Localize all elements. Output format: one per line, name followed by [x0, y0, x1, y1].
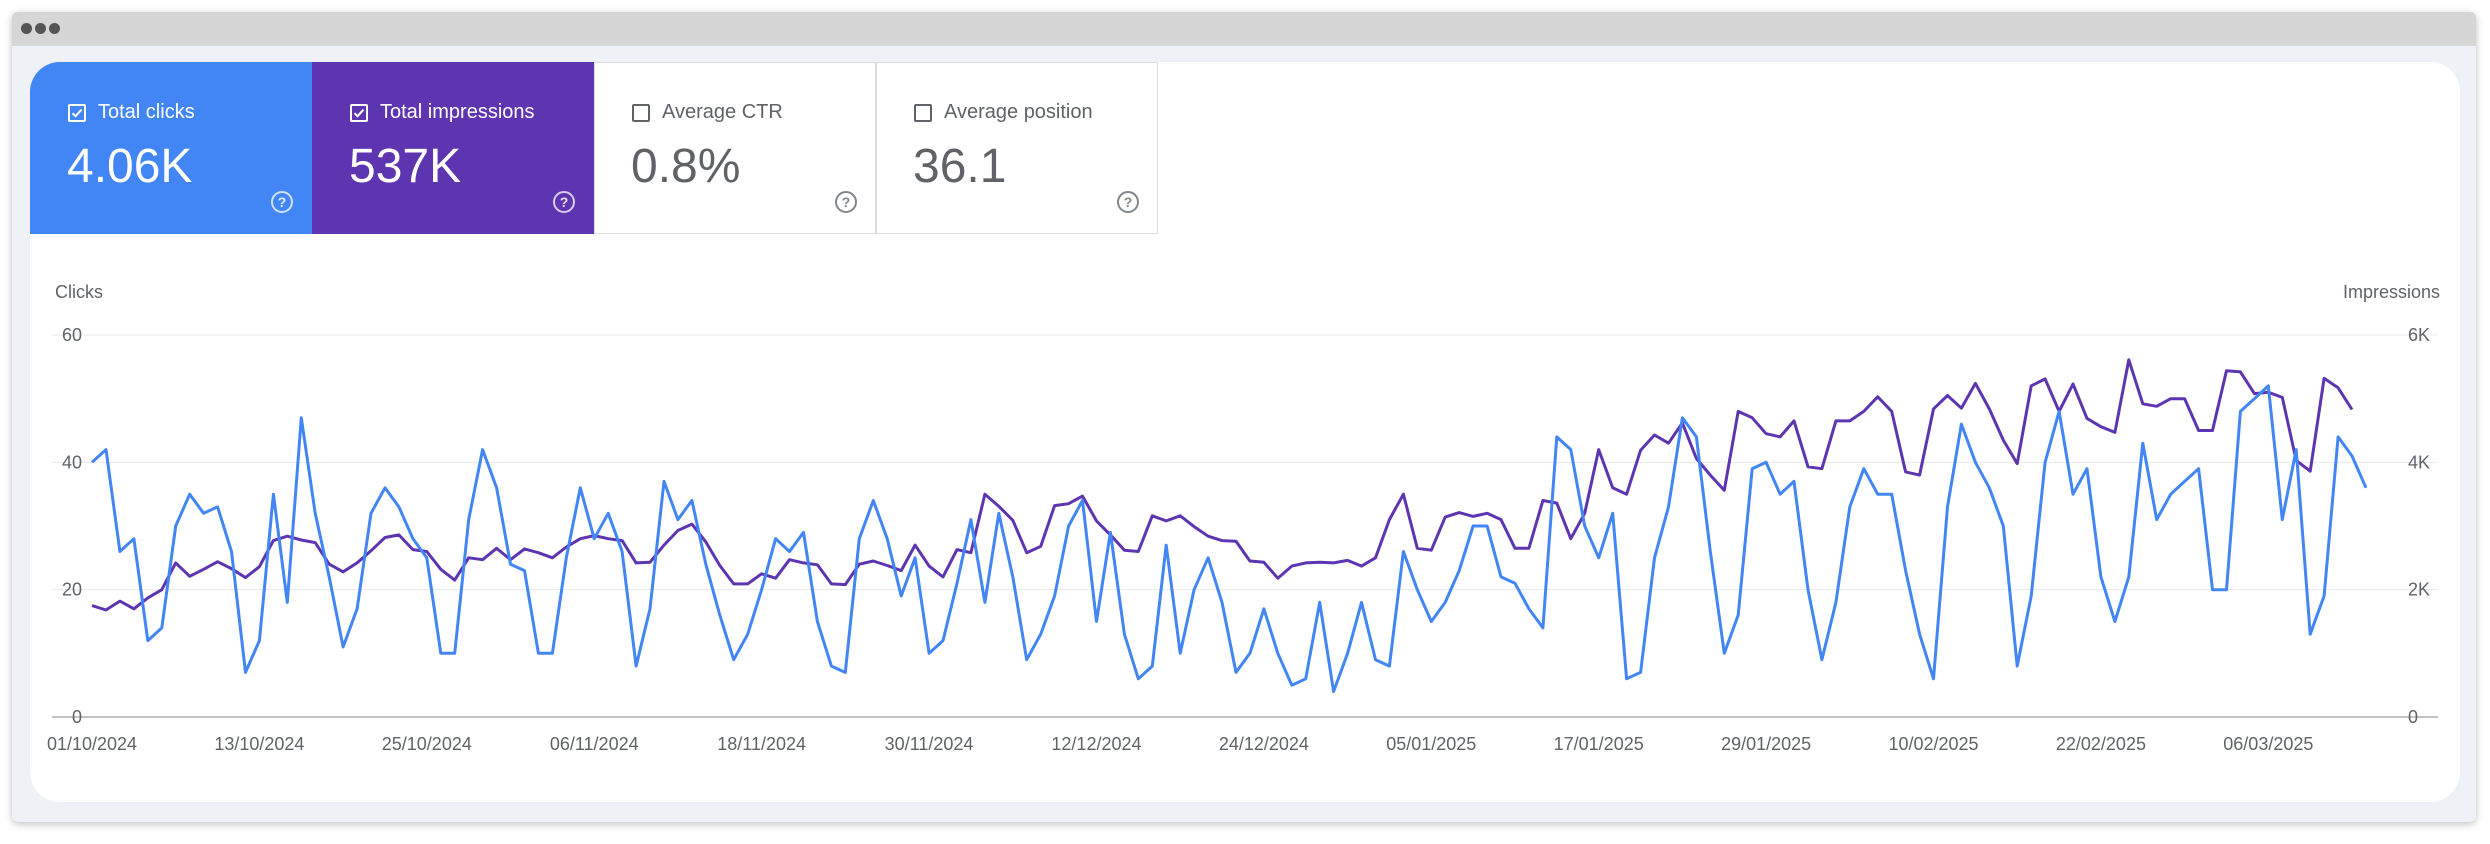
x-tick-label: 01/10/2024: [47, 734, 137, 754]
metric-value: 537K: [349, 140, 462, 193]
performance-card: Total clicks 4.06K ? Total impressions 5…: [30, 62, 2460, 802]
x-tick-label: 29/01/2025: [1721, 734, 1811, 754]
help-icon[interactable]: ?: [553, 191, 575, 213]
checkbox-unchecked-icon[interactable]: [632, 104, 650, 122]
metric-value: 36.1: [913, 140, 1007, 193]
metric-tile-average-ctr[interactable]: Average CTR 0.8% ?: [594, 62, 876, 234]
right-axis-title: Impressions: [2343, 282, 2440, 302]
metric-tile-total-impressions[interactable]: Total impressions 537K ?: [312, 62, 594, 234]
right-tick-label: 6K: [2408, 325, 2430, 345]
checkbox-checked-icon[interactable]: [350, 104, 368, 122]
x-tick-label: 18/11/2024: [717, 734, 806, 754]
series-line-total-clicks: [90, 384, 2368, 693]
x-tick-label: 13/10/2024: [214, 734, 304, 754]
x-tick-label: 05/01/2025: [1386, 734, 1476, 754]
window-dot-icon[interactable]: [49, 23, 60, 34]
series-line-total-impressions: [91, 358, 2354, 612]
metric-label: Total impressions: [380, 101, 535, 123]
help-icon[interactable]: ?: [835, 191, 857, 213]
performance-chart: Clicks Impressions 60 6K 40 4K 20 2K 0 0 01/10/2…: [47, 282, 2440, 754]
metric-value: 4.06K: [67, 140, 193, 193]
right-tick-label: 0: [2408, 707, 2418, 727]
x-tick-label: 06/11/2024: [550, 734, 639, 754]
x-tick-label: 30/11/2024: [885, 734, 974, 754]
window-dot-icon[interactable]: [35, 23, 46, 34]
left-axis-title: Clicks: [55, 282, 103, 302]
left-tick-label: 0: [72, 707, 82, 727]
left-tick-label: 40: [62, 452, 82, 472]
metric-label: Total clicks: [98, 101, 195, 123]
x-tick-label: 17/01/2025: [1554, 734, 1644, 754]
x-tick-label: 25/10/2024: [382, 734, 472, 754]
left-tick-label: 60: [62, 325, 82, 345]
checkbox-checked-icon[interactable]: [68, 104, 86, 122]
browser-window: Total clicks 4.06K ? Total impressions 5…: [12, 12, 2476, 822]
x-tick-label: 10/02/2025: [1888, 734, 1978, 754]
metric-label: Average position: [944, 101, 1093, 123]
help-icon[interactable]: ?: [1117, 191, 1139, 213]
x-tick-label: 22/02/2025: [2056, 734, 2146, 754]
window-titlebar: [12, 12, 2476, 46]
x-tick-label: 06/03/2025: [2223, 734, 2313, 754]
left-tick-label: 20: [62, 580, 82, 600]
metric-value: 0.8%: [631, 140, 741, 193]
metric-label: Average CTR: [662, 101, 783, 123]
right-tick-label: 2K: [2408, 580, 2430, 600]
x-tick-label: 12/12/2024: [1051, 734, 1141, 754]
x-tick-label: 24/12/2024: [1219, 734, 1309, 754]
metric-tile-average-position[interactable]: Average position 36.1 ?: [876, 62, 1158, 234]
window-dot-icon[interactable]: [21, 23, 32, 34]
checkbox-unchecked-icon[interactable]: [914, 104, 932, 122]
metric-tile-total-clicks[interactable]: Total clicks 4.06K ?: [30, 62, 312, 234]
right-tick-label: 4K: [2408, 452, 2430, 472]
help-icon[interactable]: ?: [271, 191, 293, 213]
